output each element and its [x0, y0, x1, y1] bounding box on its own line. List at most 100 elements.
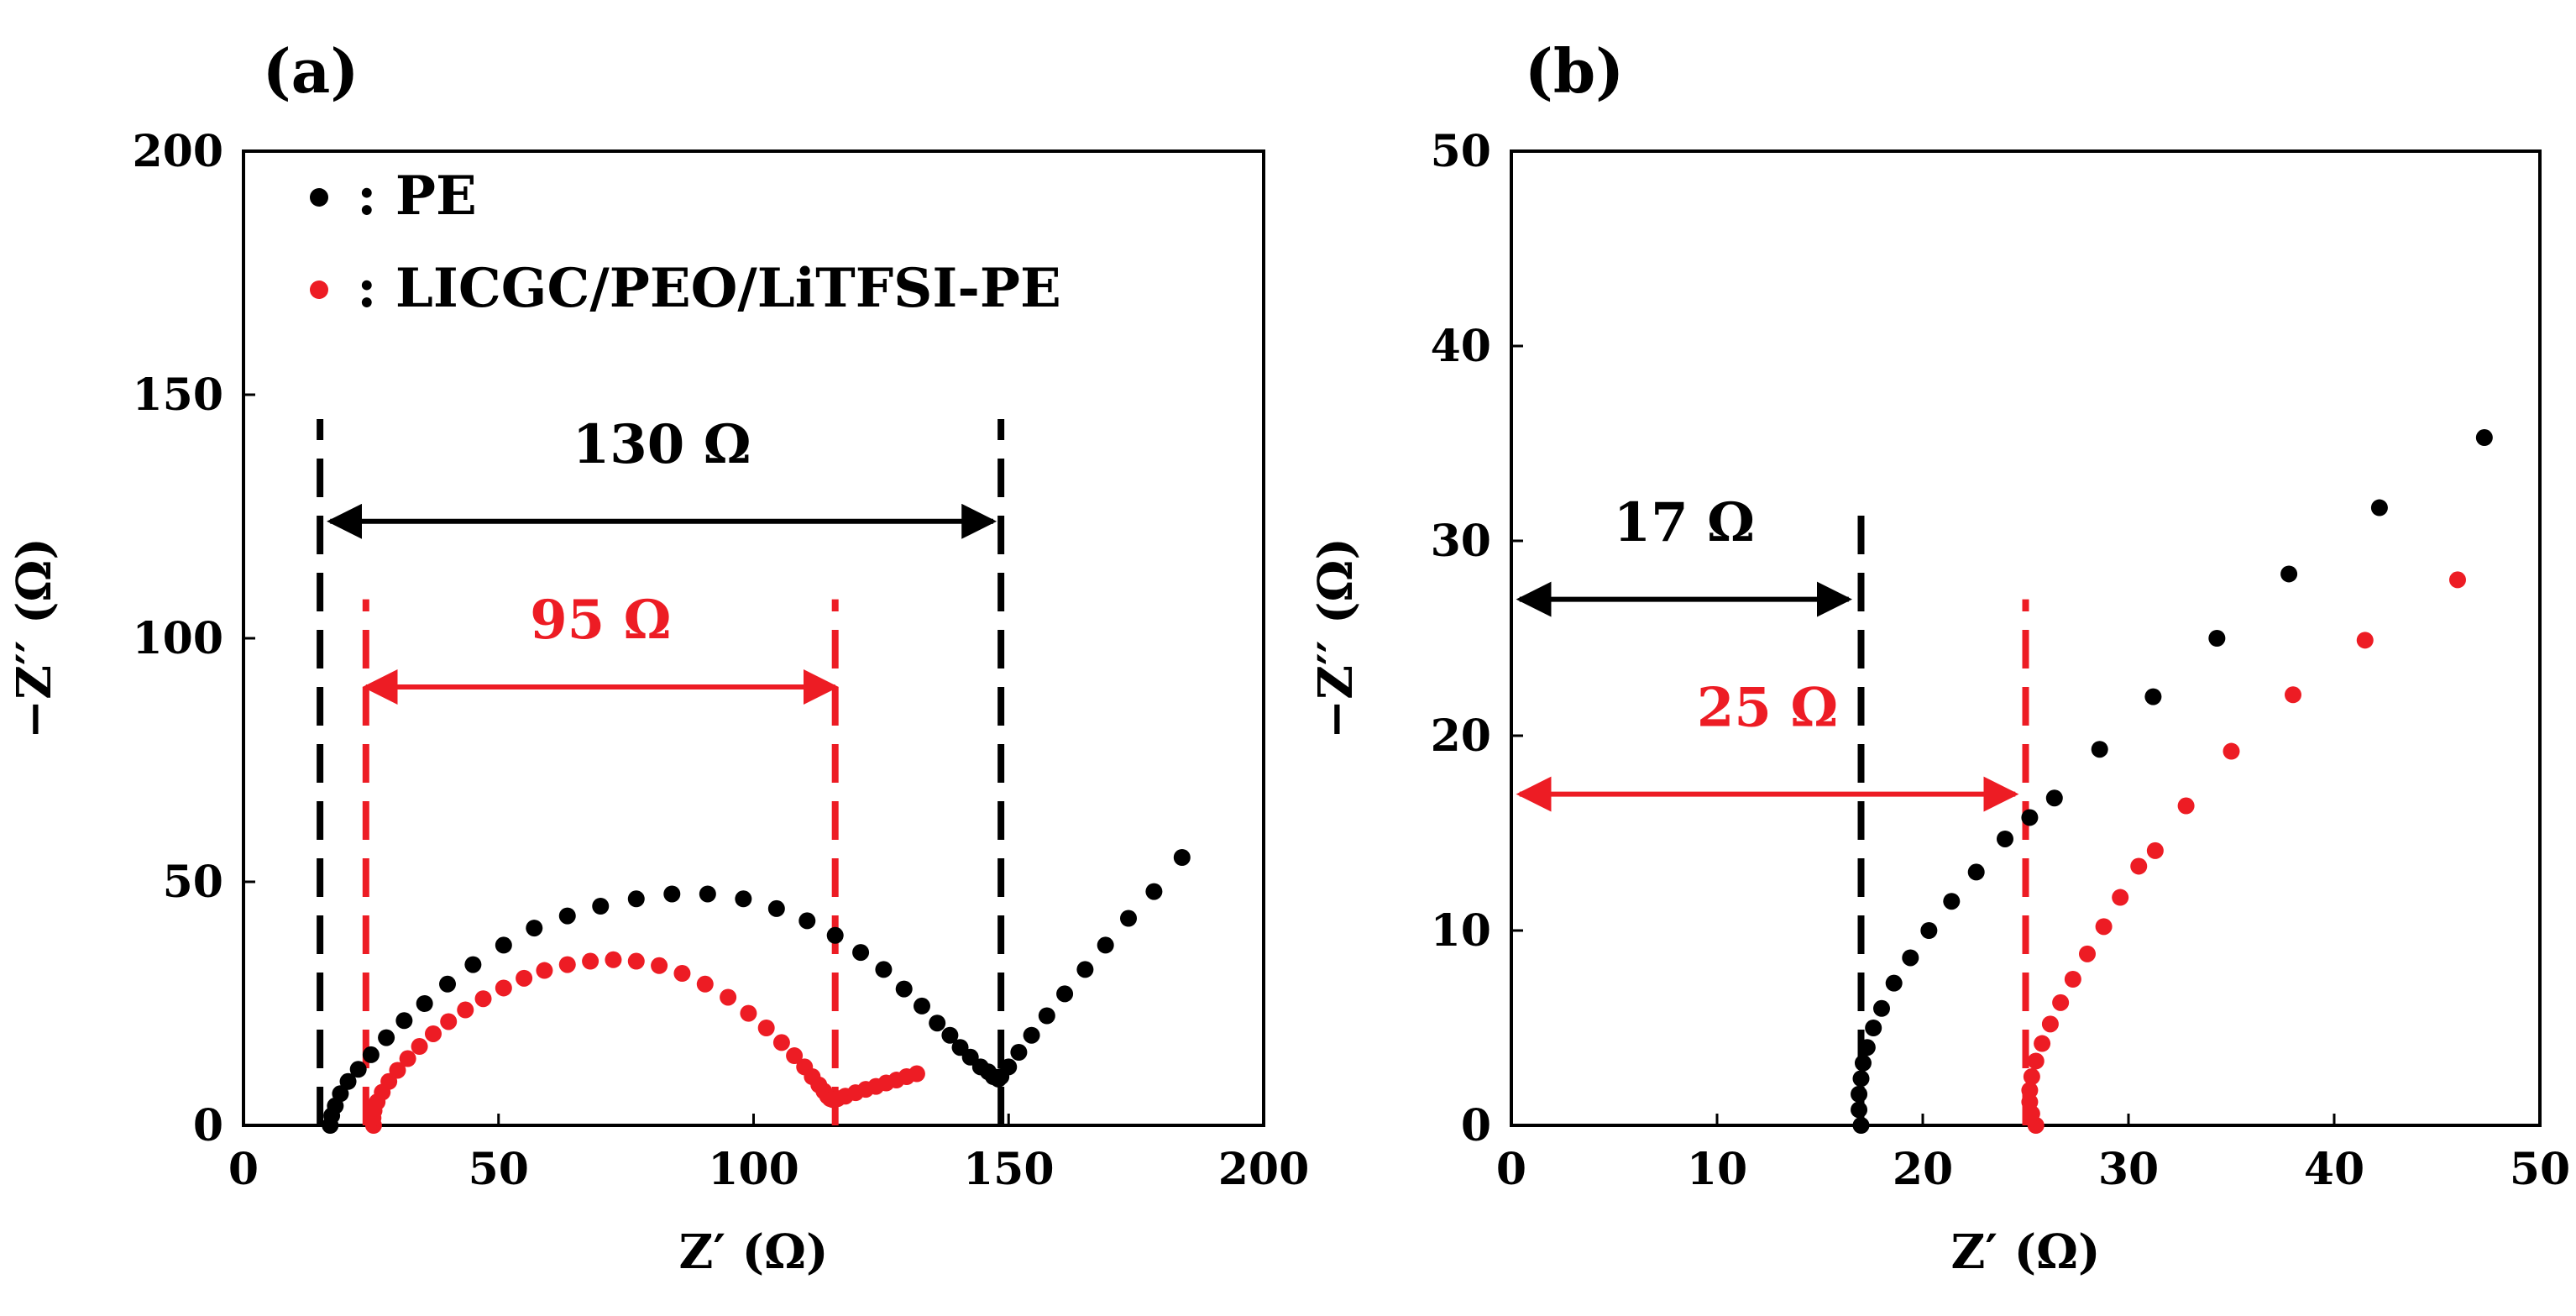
- data-point: [558, 956, 576, 973]
- data-point: [439, 975, 456, 993]
- data-point: [1056, 985, 1074, 1003]
- data-point: [2045, 789, 2063, 807]
- data-point: [1120, 910, 1138, 927]
- legend-label: : LICGC/PEO/LiTFSI-PE: [357, 257, 1061, 320]
- y-tick-label: 100: [132, 613, 223, 664]
- data-point: [474, 990, 492, 1008]
- data-point: [1145, 883, 1163, 900]
- data-point: [696, 975, 714, 993]
- legend-marker: [310, 188, 328, 207]
- data-point: [1010, 1044, 1028, 1061]
- data-point: [399, 1050, 416, 1067]
- data-point: [941, 1026, 959, 1044]
- data-point: [826, 926, 844, 944]
- y-tick-label: 150: [132, 370, 223, 421]
- panel-a: (a) 0 50 100 150 200 0 50 100 150 200 Z′ (Ω) −Z′′ (Ω…: [7, 35, 1309, 1280]
- data-point: [1076, 961, 1094, 978]
- data-point: [2021, 809, 2039, 826]
- data-point: [2130, 857, 2148, 875]
- x-axis-label: Z′ (Ω): [679, 1224, 829, 1280]
- series-licgc-peo-litfsi-pe: [364, 951, 925, 1134]
- panel-label: (b): [1525, 35, 1624, 107]
- data-point: [1851, 1085, 1868, 1103]
- data-point: [1023, 1026, 1040, 1044]
- resistance-label: 25 Ω: [1697, 676, 1838, 739]
- data-point: [1854, 1054, 1872, 1072]
- data-point: [757, 1020, 775, 1036]
- data-point: [516, 969, 533, 987]
- panel-label: (a): [263, 35, 359, 107]
- data-point: [1852, 1117, 1870, 1134]
- data-point: [2280, 565, 2298, 583]
- data-point: [735, 890, 752, 908]
- y-tick-label: 40: [1431, 321, 1491, 372]
- data-point: [1902, 949, 1919, 967]
- data-point: [740, 1004, 757, 1022]
- data-point: [1858, 1039, 1876, 1056]
- series-licgc-peo-litfsi-pe: [2021, 571, 2466, 1134]
- data-point: [495, 936, 512, 954]
- data-point: [913, 997, 930, 1015]
- data-point: [908, 1065, 925, 1083]
- data-point: [2208, 630, 2226, 647]
- y-tick-label: 20: [1431, 710, 1491, 762]
- data-point: [1173, 849, 1191, 866]
- legend-label: : PE: [357, 165, 477, 228]
- data-point: [2064, 971, 2081, 988]
- data-point: [2370, 499, 2388, 516]
- panel-b: (b) 0 10 20 30 40 50 0 10 20 30 40 50 Z′ (Ω) −Z′′ (Ω) 1…: [1308, 35, 2570, 1280]
- data-point: [1097, 936, 1114, 954]
- x-tick-label: 50: [469, 1144, 529, 1195]
- resistance-label: 95 Ω: [530, 589, 671, 652]
- data-point: [582, 952, 599, 970]
- data-point: [1885, 974, 1903, 992]
- data-point: [699, 885, 716, 903]
- data-point: [495, 979, 512, 997]
- data-point: [875, 961, 893, 978]
- data-point: [1967, 863, 1985, 881]
- data-point: [457, 1001, 474, 1019]
- data-point: [1038, 1007, 1055, 1025]
- data-point: [332, 1085, 349, 1103]
- data-point: [720, 988, 737, 1006]
- series-pe: [1851, 429, 2493, 1134]
- data-point: [627, 890, 645, 908]
- data-point: [411, 1038, 428, 1056]
- y-tick-label: 50: [1431, 126, 1491, 177]
- x-tick-label: 0: [228, 1144, 259, 1195]
- data-point: [852, 944, 870, 962]
- data-point: [2223, 742, 2240, 760]
- data-point: [424, 1025, 442, 1042]
- data-point: [2356, 632, 2374, 649]
- data-point: [464, 956, 482, 973]
- data-point: [1852, 1070, 1870, 1088]
- x-tick-label: 20: [1893, 1144, 1953, 1195]
- data-point: [1865, 1020, 1882, 1036]
- data-point: [1851, 1101, 1868, 1119]
- resistance-label: 17 Ω: [1614, 491, 1755, 554]
- data-point: [378, 1029, 395, 1046]
- x-axis-label: Z′ (Ω): [1951, 1224, 2101, 1280]
- data-point: [2177, 797, 2195, 815]
- data-point: [416, 995, 433, 1012]
- data-point: [339, 1072, 357, 1090]
- data-point: [929, 1015, 946, 1032]
- data-point: [536, 962, 553, 979]
- y-axis-label: −Z′′ (Ω): [7, 537, 62, 739]
- x-tick-label: 150: [963, 1144, 1055, 1195]
- data-point: [2027, 1052, 2045, 1070]
- data-point: [395, 1012, 413, 1030]
- data-point: [2449, 571, 2466, 589]
- data-point: [349, 1061, 367, 1078]
- resistance-label: 130 Ω: [573, 413, 751, 476]
- data-point: [2146, 842, 2164, 859]
- data-point: [1997, 830, 2013, 847]
- x-tick-label: 50: [2510, 1144, 2570, 1195]
- data-point: [2475, 429, 2493, 447]
- data-point: [605, 951, 622, 968]
- data-point: [651, 957, 668, 974]
- data-point: [786, 1047, 804, 1065]
- y-tick-label: 30: [1431, 516, 1491, 567]
- y-tick-label: 0: [1461, 1100, 1491, 1151]
